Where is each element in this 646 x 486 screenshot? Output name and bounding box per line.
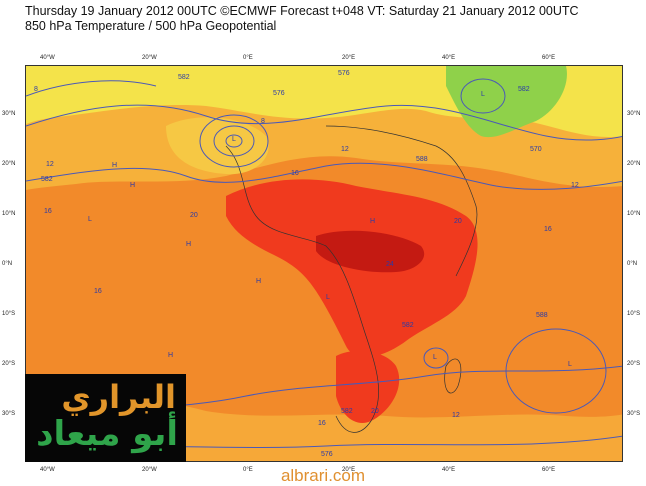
pressure-mark: H: [168, 352, 174, 359]
coastline-madagascar: [444, 358, 462, 394]
contour-576: [26, 104, 622, 141]
lon-label-bottom: 0°E: [243, 467, 253, 473]
temperature-region-hot-south: [336, 350, 400, 424]
contour-582-north: [26, 162, 622, 190]
contour-low-ring-2: [213, 125, 255, 157]
contour-label: 582: [341, 408, 353, 415]
pressure-mark: H: [256, 278, 262, 285]
contour-label: 582: [41, 176, 53, 183]
pressure-mark: L: [481, 91, 485, 98]
contour-low-ring-1: [199, 114, 269, 168]
logo-text-line2: أبو ميعاد: [36, 414, 178, 454]
lon-label-top: 20°E: [342, 55, 356, 61]
contour-low-ring-3: [225, 134, 243, 148]
lon-label-bottom: 40°E: [442, 467, 456, 473]
contour-label: 582: [518, 86, 530, 93]
watermark-logo: البراري أبو ميعاد: [25, 374, 186, 462]
lat-label-left: 30°S: [2, 411, 16, 417]
lon-label-bottom: 20°W: [142, 467, 157, 473]
lon-label-bottom: 20°E: [342, 467, 356, 473]
temp-label: 16: [44, 208, 52, 215]
contour-label: 588: [416, 156, 428, 163]
temp-label: 16: [94, 288, 102, 295]
lat-label-right: 30°S: [627, 411, 641, 417]
lat-label-left: 20°S: [2, 361, 16, 367]
coastline-mideast: [325, 125, 478, 277]
geopotential-contours: [26, 78, 622, 452]
lat-label-left: 10°S: [2, 311, 16, 317]
pressure-mark: H: [112, 162, 118, 169]
temp-label: 20: [371, 408, 379, 415]
pressure-mark: L: [232, 136, 236, 143]
forecast-title: Thursday 19 January 2012 00UTC ©ECMWF Fo…: [25, 4, 579, 18]
pressure-mark: L: [433, 354, 437, 361]
lat-label-left: 20°N: [2, 161, 16, 167]
lon-label-bottom: 60°E: [542, 467, 556, 473]
contour-label: 576: [273, 90, 285, 97]
pressure-mark: L: [88, 216, 92, 223]
lat-label-right: 20°S: [627, 361, 641, 367]
lat-label-left: 0°N: [2, 261, 13, 267]
lat-label-right: 10°N: [627, 211, 641, 217]
contour-label: 576: [338, 70, 350, 77]
site-footer-link[interactable]: albrari.com: [280, 466, 366, 485]
temp-label: 8: [261, 118, 265, 125]
temperature-region-hottest: [316, 230, 425, 273]
temperature-pocket-west: [166, 117, 269, 175]
temp-label: 12: [46, 161, 54, 168]
lon-label-top: 40°W: [40, 55, 55, 61]
temperature-band-coldest: [446, 66, 567, 138]
temp-label: 16: [291, 170, 299, 177]
temp-label: 12: [341, 146, 349, 153]
pressure-mark: H: [370, 218, 376, 225]
lat-label-right: 10°S: [627, 311, 641, 317]
map-header: Thursday 19 January 2012 00UTC ©ECMWF Fo…: [25, 4, 579, 34]
lon-label-top: 60°E: [542, 55, 556, 61]
lon-label-top: 20°W: [142, 55, 157, 61]
lat-label-right: 0°N: [627, 261, 638, 267]
logo-text-line1: البراري: [61, 378, 176, 416]
temp-label: 16: [544, 226, 552, 233]
contour-label: 582: [178, 74, 190, 81]
forecast-subtitle: 850 hPa Temperature / 500 hPa Geopotenti…: [25, 19, 277, 33]
temp-label: 8: [34, 86, 38, 93]
temp-label: 20: [190, 212, 198, 219]
lon-label-top: 40°E: [442, 55, 456, 61]
lat-label-left: 10°N: [2, 211, 16, 217]
pressure-mark: H: [130, 182, 136, 189]
contour-label: 576: [321, 451, 333, 458]
temp-label: 16: [318, 420, 326, 427]
pressure-mark: H: [186, 241, 192, 248]
lat-label-left: 30°N: [2, 111, 16, 117]
temp-label: 20: [454, 218, 462, 225]
lat-label-right: 20°N: [627, 161, 641, 167]
contour-label: 582: [402, 322, 414, 329]
contour-label: 588: [536, 312, 548, 319]
lon-label-bottom: 40°W: [40, 467, 55, 473]
coastline-africa: [225, 145, 379, 433]
contour-570: [26, 80, 157, 97]
temp-label: 12: [571, 182, 579, 189]
pressure-mark: L: [326, 294, 330, 301]
contour-label: 570: [530, 146, 542, 153]
contour-ring-mozambique: [423, 347, 449, 369]
lon-label-top: 0°E: [243, 55, 253, 61]
temp-label: 24: [386, 261, 394, 268]
contour-high-ring-south: [505, 328, 607, 414]
pressure-mark: L: [568, 361, 572, 368]
temp-label: 12: [452, 412, 460, 419]
lat-label-right: 30°N: [627, 111, 641, 117]
contour-low-ring-east: [460, 78, 506, 114]
